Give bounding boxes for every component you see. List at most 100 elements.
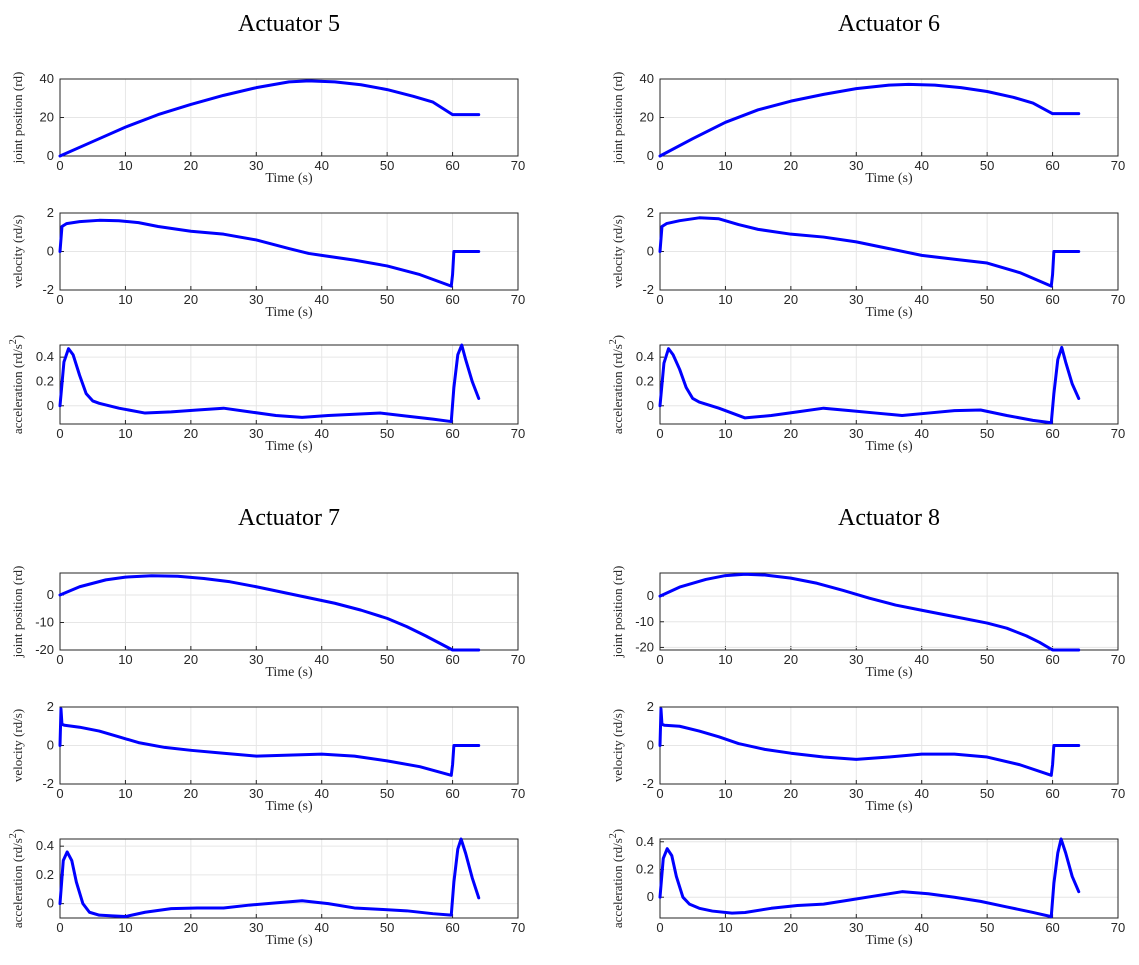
- x-tick-label: 70: [511, 920, 525, 935]
- y-tick-label: 0.4: [36, 349, 54, 364]
- y-tick-label: 0: [47, 896, 54, 911]
- x-tick-label: 50: [380, 786, 394, 801]
- x-axis-label: Time (s): [265, 933, 313, 948]
- y-tick-label: -2: [642, 776, 654, 791]
- x-tick-label: 0: [656, 158, 663, 173]
- series-line: [658, 707, 1081, 777]
- x-tick-label: 10: [118, 292, 132, 307]
- y-tick-label: 0.2: [36, 867, 54, 882]
- y-axis-label: acceleration (rd/s2): [8, 829, 25, 928]
- y-tick-label: 40: [40, 71, 54, 86]
- subplot-acceleration: 0 10 20 30 40 50 60 70 0 0.2 0.4 Time (s) accelerati…: [608, 335, 1125, 454]
- x-tick-label: 0: [656, 786, 663, 801]
- x-tick-label: 40: [314, 426, 328, 441]
- y-axis-label: velocity (rd/s): [610, 709, 625, 782]
- panel-title: Actuator 8: [838, 505, 940, 531]
- y-tick-label: 0: [647, 588, 654, 603]
- x-axis-label: Time (s): [865, 665, 913, 680]
- y-axis-label-exponent: 2: [8, 833, 19, 838]
- y-tick-label: 20: [40, 110, 54, 125]
- series-line: [58, 707, 481, 777]
- y-tick-label: 40: [640, 71, 654, 86]
- y-tick-label: 2: [647, 205, 654, 220]
- x-tick-label: 0: [56, 652, 63, 667]
- x-tick-label: 30: [249, 158, 263, 173]
- x-tick-label: 0: [56, 786, 63, 801]
- y-tick-label: 0: [647, 398, 654, 413]
- y-axis-label: joint position (rd): [610, 566, 625, 659]
- x-tick-label: 20: [784, 158, 798, 173]
- y-axis-label-close: ): [610, 829, 625, 833]
- y-tick-label: 2: [47, 699, 54, 714]
- x-tick-label: 30: [849, 158, 863, 173]
- x-tick-label: 40: [914, 652, 928, 667]
- x-tick-label: 60: [445, 652, 459, 667]
- x-tick-label: 10: [118, 652, 132, 667]
- x-tick-label: 10: [718, 652, 732, 667]
- x-tick-label: 70: [1111, 426, 1125, 441]
- x-tick-label: 0: [656, 292, 663, 307]
- y-axis-label-base: acceleration (rd/s: [10, 344, 25, 434]
- x-tick-label: 0: [56, 158, 63, 173]
- x-tick-label: 60: [445, 920, 459, 935]
- x-tick-label: 50: [980, 426, 994, 441]
- axes-frame: [659, 838, 1119, 919]
- y-tick-label: -2: [42, 282, 54, 297]
- x-tick-label: 40: [314, 158, 328, 173]
- x-tick-label: 20: [184, 158, 198, 173]
- x-tick-label: 50: [380, 158, 394, 173]
- axes-frame: [659, 572, 1119, 651]
- axes-frame: [59, 78, 519, 157]
- y-axis-label-base: acceleration (rd/s: [610, 838, 625, 928]
- x-tick-label: 0: [656, 426, 663, 441]
- axes-frame: [659, 344, 1119, 425]
- y-axis-label-exponent: 2: [608, 833, 619, 838]
- y-tick-label: 0: [647, 738, 654, 753]
- x-tick-label: 0: [656, 652, 663, 667]
- y-axis-label-exponent: 2: [8, 339, 19, 344]
- y-tick-label: -20: [35, 642, 54, 657]
- x-tick-label: 30: [849, 292, 863, 307]
- x-axis-label: Time (s): [265, 799, 313, 814]
- y-tick-label: 0: [47, 148, 54, 163]
- y-axis-label: joint position (rd): [10, 566, 25, 659]
- x-tick-label: 0: [56, 920, 63, 935]
- y-tick-label: 0: [47, 738, 54, 753]
- x-tick-label: 20: [184, 652, 198, 667]
- y-axis-label: joint position (rd): [610, 72, 625, 165]
- x-tick-label: 20: [784, 920, 798, 935]
- x-tick-label: 10: [118, 786, 132, 801]
- y-axis-label: acceleration (rd/s2): [8, 335, 25, 434]
- x-tick-label: 60: [1045, 786, 1059, 801]
- y-tick-label: -20: [635, 639, 654, 654]
- x-tick-label: 10: [718, 426, 732, 441]
- x-tick-label: 50: [980, 786, 994, 801]
- panel-title: Actuator 7: [238, 505, 340, 531]
- x-tick-label: 70: [1111, 920, 1125, 935]
- x-axis-label: Time (s): [265, 439, 313, 454]
- x-tick-label: 60: [445, 158, 459, 173]
- x-tick-label: 70: [511, 652, 525, 667]
- x-tick-label: 40: [914, 158, 928, 173]
- x-tick-label: 40: [314, 292, 328, 307]
- x-tick-label: 40: [914, 292, 928, 307]
- x-tick-label: 20: [184, 292, 198, 307]
- x-tick-label: 70: [511, 158, 525, 173]
- x-tick-label: 40: [314, 786, 328, 801]
- x-tick-label: 50: [980, 920, 994, 935]
- x-tick-label: 20: [784, 426, 798, 441]
- x-tick-label: 0: [56, 426, 63, 441]
- x-tick-label: 10: [718, 158, 732, 173]
- x-tick-label: 50: [380, 920, 394, 935]
- y-tick-label: -2: [42, 776, 54, 791]
- x-axis-label: Time (s): [865, 799, 913, 814]
- x-tick-label: 10: [118, 920, 132, 935]
- x-tick-label: 60: [1045, 652, 1059, 667]
